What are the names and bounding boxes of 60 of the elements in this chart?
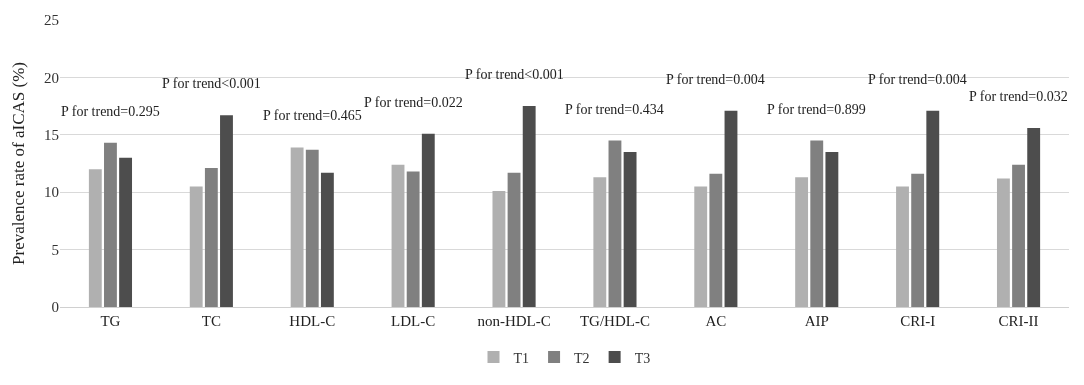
legend-label: T3 — [634, 350, 651, 366]
annotation: P for trend=0.004 — [868, 72, 967, 87]
annotation: P for trend=0.004 — [666, 72, 765, 87]
bar — [88, 169, 102, 307]
legend-label: T1 — [513, 350, 530, 366]
bar — [694, 186, 708, 307]
bar — [507, 172, 521, 307]
bar — [593, 177, 607, 307]
x-tick-label: non-HDL-C — [477, 313, 551, 329]
x-tick-label: TC — [201, 313, 221, 329]
x-tick-label: AIP — [804, 313, 829, 329]
annotation: P for trend=0.899 — [767, 102, 866, 117]
y-tick-label: 5 — [51, 241, 59, 258]
bar — [608, 140, 622, 307]
bar — [825, 152, 839, 307]
x-tick-label: HDL-C — [289, 313, 336, 329]
bar — [911, 173, 925, 307]
x-tick-label: LDL-C — [391, 313, 436, 329]
y-axis-title: Prevalence rate of aICAS (%) — [8, 62, 28, 265]
x-tick-label: TG/HDL-C — [579, 313, 650, 329]
annotation: P for trend=0.295 — [61, 104, 160, 119]
bar — [623, 152, 637, 307]
bar — [896, 186, 909, 307]
annotation: P for trend<0.001 — [465, 67, 564, 82]
x-tick-label: TG — [100, 313, 121, 329]
legend-label: T2 — [574, 350, 590, 366]
annotation: P for trend<0.001 — [162, 76, 261, 91]
bar — [290, 147, 304, 307]
x-tick-label: CRI-II — [998, 313, 1039, 329]
bar — [1012, 164, 1025, 307]
y-tick-label: 10 — [44, 184, 59, 201]
annotation: P for trend=0.032 — [969, 89, 1068, 104]
bar — [522, 106, 536, 307]
y-tick-label: 0 — [51, 299, 59, 316]
bar — [926, 110, 940, 307]
bar — [810, 140, 824, 307]
annotation: P for trend=0.465 — [263, 108, 362, 123]
bar — [189, 186, 203, 307]
x-tick-label: CRI-I — [900, 313, 936, 329]
annotation: P for trend=0.434 — [565, 102, 664, 117]
bar — [305, 149, 319, 307]
bar — [104, 142, 117, 307]
bar — [320, 172, 334, 307]
bar — [204, 168, 218, 307]
bar — [391, 164, 405, 307]
bar — [724, 110, 738, 307]
y-tick-label: 25 — [44, 12, 59, 29]
bar — [492, 191, 506, 307]
y-tick-label: 20 — [44, 69, 59, 86]
annotation: P for trend=0.022 — [364, 95, 463, 110]
y-tick-label: 15 — [44, 127, 59, 144]
bar — [996, 178, 1010, 307]
bar — [1027, 127, 1041, 307]
x-tick-label: AC — [705, 313, 727, 329]
bar — [795, 177, 809, 307]
bar — [709, 173, 723, 307]
bar — [220, 115, 233, 307]
bar — [421, 133, 435, 307]
bar — [406, 171, 420, 307]
bar — [119, 157, 133, 307]
